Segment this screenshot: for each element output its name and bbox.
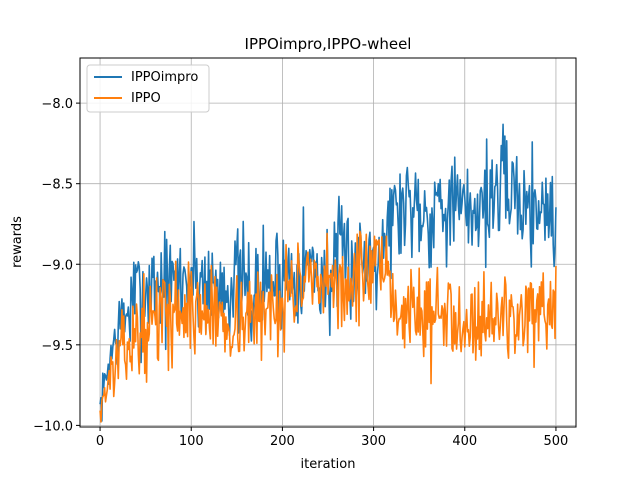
y-tick-label: −8.5 <box>41 178 73 193</box>
y-tick-label: −9.0 <box>41 258 73 273</box>
x-tick-label: 100 <box>179 434 204 449</box>
grid <box>80 58 576 427</box>
x-tick-label: 500 <box>544 434 569 449</box>
y-axis: −10.0 −9.5 −9.0 −8.5 −8.0 <box>33 97 80 434</box>
series-lines <box>99 123 557 423</box>
x-tick-label: 200 <box>270 434 295 449</box>
y-tick-label: −8.0 <box>41 97 73 112</box>
x-axis: 0 100 200 300 400 500 <box>96 427 568 449</box>
x-axis-title: iteration <box>301 457 356 472</box>
x-tick-label: 400 <box>452 434 477 449</box>
series-line-ippo <box>99 230 557 423</box>
y-tick-label: −9.5 <box>41 339 73 354</box>
legend-label-ippoimpro: IPPOimpro <box>131 70 198 85</box>
y-tick-label: −10.0 <box>33 419 73 434</box>
chart-title: IPPOimpro,IPPO-wheel <box>245 35 412 53</box>
x-tick-label: 0 <box>96 434 104 449</box>
legend-label-ippo: IPPO <box>131 91 161 106</box>
legend: IPPOimpro IPPO <box>86 64 210 113</box>
x-tick-label: 300 <box>361 434 386 449</box>
plot-frame <box>79 57 577 428</box>
y-axis-title: rewards <box>10 216 25 268</box>
